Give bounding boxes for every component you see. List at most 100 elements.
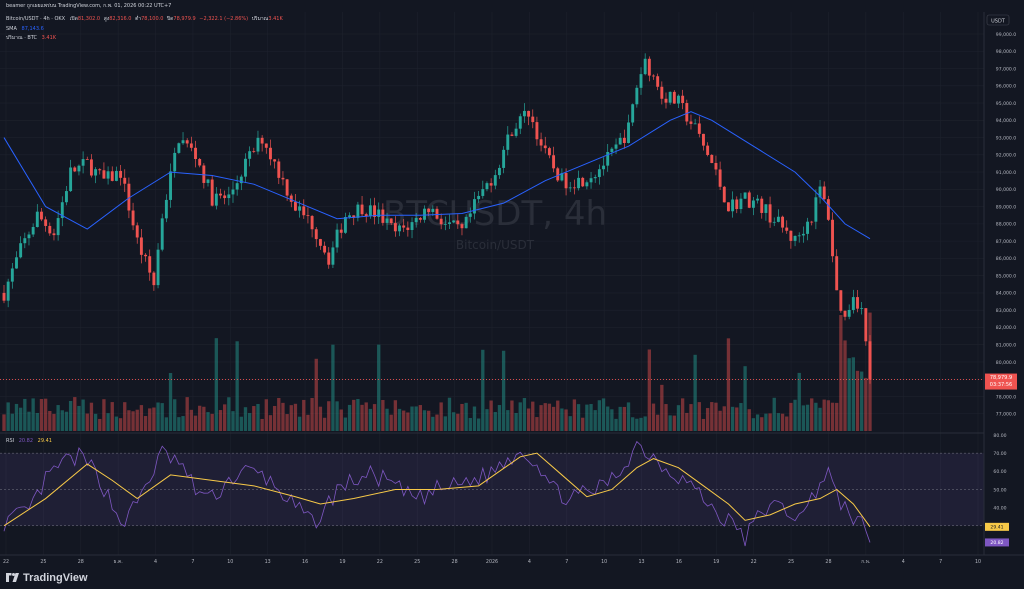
candle-body[interactable] <box>306 215 310 217</box>
candle-body[interactable] <box>568 187 572 189</box>
candle-body[interactable] <box>339 229 343 233</box>
candle-body[interactable] <box>131 210 135 226</box>
candle-body[interactable] <box>123 177 127 184</box>
candle-body[interactable] <box>514 128 518 136</box>
candle-body[interactable] <box>547 148 551 156</box>
candle-body[interactable] <box>56 218 60 236</box>
candle-body[interactable] <box>223 195 227 199</box>
candle-body[interactable] <box>227 194 231 199</box>
candle-body[interactable] <box>839 290 843 311</box>
candle-body[interactable] <box>418 217 422 220</box>
candle-body[interactable] <box>89 159 93 176</box>
candle-body[interactable] <box>714 162 718 170</box>
candle-body[interactable] <box>206 179 210 183</box>
candle-body[interactable] <box>822 186 826 200</box>
candle-body[interactable] <box>668 91 672 103</box>
candle-body[interactable] <box>335 229 339 248</box>
candle-body[interactable] <box>389 218 393 224</box>
candle-body[interactable] <box>481 189 485 196</box>
candle-body[interactable] <box>19 243 23 258</box>
main-legend[interactable]: Bitcoin/USDT · 4h · OKX เปิด81,302.0 สูง… <box>6 15 283 41</box>
candle-body[interactable] <box>460 224 464 229</box>
candle-body[interactable] <box>69 167 73 192</box>
candle-body[interactable] <box>393 223 397 232</box>
candle-body[interactable] <box>323 245 327 253</box>
candle-body[interactable] <box>868 341 872 380</box>
candle-body[interactable] <box>152 272 156 286</box>
candle-body[interactable] <box>239 176 243 184</box>
candle-body[interactable] <box>639 74 643 88</box>
candle-body[interactable] <box>647 58 651 76</box>
candle-body[interactable] <box>102 170 106 179</box>
candle-body[interactable] <box>244 158 247 177</box>
candle-body[interactable] <box>764 204 768 213</box>
candle-body[interactable] <box>127 183 131 211</box>
candle-body[interactable] <box>77 165 81 172</box>
candle-body[interactable] <box>302 206 306 216</box>
candle-body[interactable] <box>185 140 189 144</box>
candle-body[interactable] <box>160 218 164 250</box>
candle-body[interactable] <box>706 145 710 155</box>
candle-body[interactable] <box>847 309 851 317</box>
candle-body[interactable] <box>31 227 35 235</box>
candle-body[interactable] <box>552 155 556 169</box>
candle-body[interactable] <box>364 214 368 217</box>
candle-body[interactable] <box>169 171 172 200</box>
candle-body[interactable] <box>48 225 52 234</box>
candle-body[interactable] <box>614 144 618 149</box>
rsi-legend[interactable]: RSI 20.82 29.41 <box>6 438 52 444</box>
candle-body[interactable] <box>506 134 510 150</box>
candle-body[interactable] <box>831 219 834 257</box>
candle-body[interactable] <box>360 204 364 215</box>
currency-badge[interactable] <box>986 14 1010 26</box>
candle-body[interactable] <box>660 86 664 99</box>
candle-body[interactable] <box>377 209 381 217</box>
candle-body[interactable] <box>194 147 197 160</box>
candle-body[interactable] <box>448 222 451 224</box>
candle-body[interactable] <box>826 199 830 220</box>
candle-body[interactable] <box>864 308 868 342</box>
candle-body[interactable] <box>6 281 10 301</box>
candle-body[interactable] <box>785 227 789 231</box>
candle-body[interactable] <box>685 103 689 122</box>
candle-body[interactable] <box>210 179 214 206</box>
candle-body[interactable] <box>772 221 776 223</box>
candle-body[interactable] <box>635 87 639 105</box>
candle-body[interactable] <box>273 159 277 162</box>
candle-body[interactable] <box>572 187 576 189</box>
candle-body[interactable] <box>793 235 797 241</box>
candle-body[interactable] <box>527 110 531 117</box>
candle-body[interactable] <box>776 216 780 222</box>
candle-body[interactable] <box>94 169 98 176</box>
candle-body[interactable] <box>851 297 855 310</box>
candle-body[interactable] <box>248 151 252 159</box>
candle-body[interactable] <box>760 198 764 213</box>
candle-body[interactable] <box>264 143 268 148</box>
candle-body[interactable] <box>456 220 460 225</box>
candle-body[interactable] <box>398 225 401 232</box>
candle-body[interactable] <box>843 310 847 317</box>
candle-body[interactable] <box>252 151 256 153</box>
candle-body[interactable] <box>402 225 406 228</box>
candle-body[interactable] <box>510 134 514 136</box>
candle-body[interactable] <box>202 165 206 183</box>
candle-body[interactable] <box>535 122 539 140</box>
candle-body[interactable] <box>256 137 260 152</box>
candle-body[interactable] <box>2 292 6 301</box>
candle-body[interactable] <box>114 170 118 181</box>
candle-body[interactable] <box>327 252 331 265</box>
candle-body[interactable] <box>581 177 585 187</box>
candle-body[interactable] <box>502 149 506 168</box>
candle-body[interactable] <box>722 186 726 203</box>
tradingview-logo[interactable]: TradingView <box>6 572 88 584</box>
candle-body[interactable] <box>281 177 285 180</box>
candle-body[interactable] <box>539 139 543 146</box>
candle-body[interactable] <box>702 133 705 146</box>
candle-body[interactable] <box>522 110 526 117</box>
candle-body[interactable] <box>277 161 281 178</box>
candle-body[interactable] <box>697 123 701 134</box>
candle-body[interactable] <box>806 221 809 234</box>
candle-body[interactable] <box>464 216 468 229</box>
candle-body[interactable] <box>293 201 297 211</box>
candle-body[interactable] <box>681 95 685 104</box>
